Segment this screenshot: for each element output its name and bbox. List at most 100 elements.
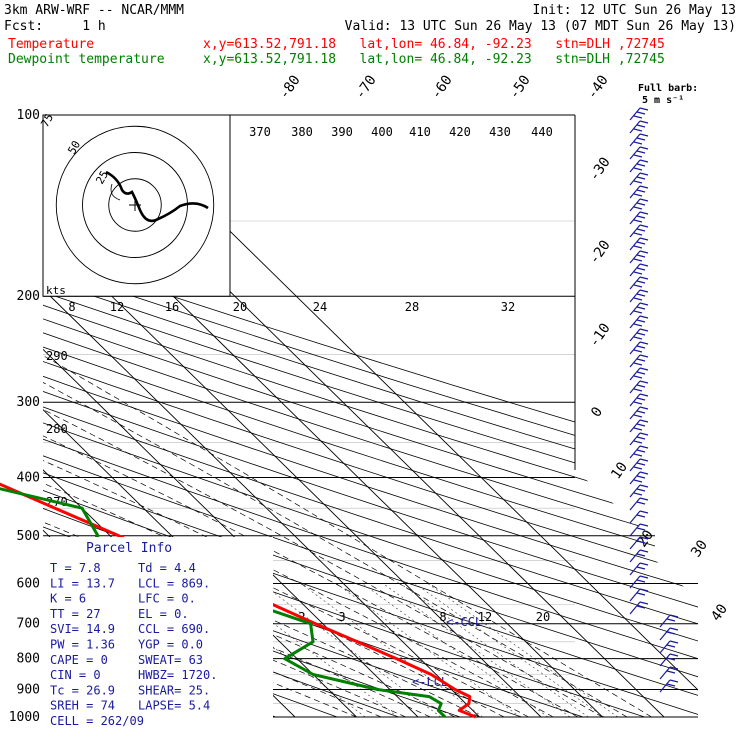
parcel-value: TT = 27 (50, 607, 101, 621)
parcel-value: Tc = 26.9 (50, 683, 115, 697)
wind-barb (629, 445, 649, 459)
theta-label: 400 (371, 125, 393, 139)
mixing-ratio-label: 16 (165, 300, 179, 314)
wind-barb (629, 185, 649, 199)
isotherm (43, 115, 480, 717)
wind-barb (629, 497, 649, 511)
dry-adiabat (43, 115, 698, 717)
wind-barb (629, 107, 649, 121)
parcel-value: SWEAT= 63 (138, 653, 203, 667)
hodograph-label-50: 50 (65, 139, 83, 157)
hodograph-storm-motion (110, 183, 121, 201)
wind-barb (629, 224, 649, 238)
wind-barb (629, 341, 649, 355)
moist-adiabat (43, 295, 480, 717)
theta-label: 440 (531, 125, 553, 139)
mixing-ratio-label: 12 (110, 300, 124, 314)
pressure-label: 100 (17, 108, 40, 123)
wind-barb (629, 315, 649, 329)
pressure-label: 700 (17, 617, 40, 632)
wind-barb (659, 640, 679, 654)
wind-barb (629, 380, 649, 394)
wind-barb (629, 250, 649, 264)
isotherm-label: 40 (708, 601, 731, 624)
parcel-value: PW = 1.36 (50, 638, 115, 652)
dewpoint-location: x,y=613.52,791.18 lat,lon= 46.84, -92.23… (203, 52, 665, 67)
isotherm (43, 115, 542, 717)
isotherm-label: -40 (584, 72, 612, 102)
parcel-value: SHEAR= 25. (138, 683, 210, 697)
wind-barb (629, 458, 649, 472)
wind-barb (659, 614, 679, 628)
moist-adiabat (43, 295, 505, 717)
parcel-value: LI = 13.7 (50, 576, 115, 590)
temperature-location: x,y=613.52,791.18 lat,lon= 46.84, -92.23… (203, 37, 665, 52)
pressure-label: 600 (17, 576, 40, 591)
dry-adiabat (43, 115, 461, 717)
theta-label: 410 (409, 125, 431, 139)
pressure-label: 900 (17, 682, 40, 697)
isotherm-label: 10 (608, 459, 631, 482)
wind-barb (629, 133, 649, 147)
parcel-value: CAPE = 0 (50, 653, 108, 667)
isotherm-label: -50 (506, 72, 534, 102)
pressure-label: 800 (17, 652, 40, 667)
mixing-ratio-label-low: 3 (338, 610, 345, 624)
wind-barb (629, 211, 649, 225)
mixing-ratio-line (300, 583, 483, 717)
theta-label: 430 (489, 125, 511, 139)
wind-barb (629, 276, 649, 290)
theta-label: 380 (291, 125, 313, 139)
theta-label: 370 (249, 125, 271, 139)
wind-barb (629, 328, 649, 342)
forecast-hour: Fcst: 1 h (4, 19, 106, 34)
wind-barb (659, 666, 679, 680)
wind-barb (629, 393, 649, 407)
mixing-ratio-line (336, 583, 521, 717)
wind-barb (629, 406, 649, 420)
valid-time: Valid: 13 UTC Sun 26 May 13 (07 MDT Sun … (344, 19, 736, 34)
mixing-ratio-label: 28 (405, 300, 419, 314)
wind-barb (629, 588, 649, 602)
mixing-ratio-label: 32 (501, 300, 515, 314)
moist-adiabat (43, 295, 406, 717)
dry-adiabat (43, 115, 698, 717)
wind-barb (629, 484, 649, 498)
hodograph-trace (105, 170, 209, 223)
theta-side-label: 290 (46, 349, 68, 363)
parcel-value: EL = 0. (138, 607, 189, 621)
parcel-value: SREH = 74 (50, 699, 115, 713)
wind-barb (659, 653, 679, 667)
wind-barb (629, 562, 649, 576)
wind-barb (629, 419, 649, 433)
pressure-label: 500 (17, 529, 40, 544)
isotherm-label: -60 (428, 72, 456, 102)
dry-adiabat (43, 115, 698, 717)
parcel-info-box (43, 537, 273, 727)
wind-barb (629, 237, 649, 251)
parcel-value: LCL = 869. (138, 576, 210, 590)
parcel-value: HWBZ= 1720. (138, 668, 217, 682)
theta-side-label: 280 (46, 422, 68, 436)
parcel-value: SVI= 14.9 (50, 622, 115, 636)
wind-barb (629, 549, 649, 563)
mixing-ratio-label: 24 (313, 300, 327, 314)
dry-adiabat (43, 115, 698, 717)
mixing-ratio-label: 20 (233, 300, 247, 314)
wind-barb (629, 120, 649, 134)
wind-barb (629, 367, 649, 381)
mixing-ratio-line (261, 583, 442, 717)
theta-label: 420 (449, 125, 471, 139)
ccl-marker: <-CCL (446, 615, 482, 629)
model-title: 3km ARW-WRF -- NCAR/MMM (4, 3, 185, 18)
mixing-ratio-label: 8 (68, 300, 75, 314)
wind-barb (629, 289, 649, 303)
parcel-value: K = 6 (50, 592, 86, 606)
wind-barb (629, 354, 649, 368)
pressure-label: 400 (17, 470, 40, 485)
parcel-value: CCL = 690. (138, 622, 210, 636)
wind-barb (629, 172, 649, 186)
wind-barb (629, 432, 649, 446)
parcel-value: LAPSE= 5.4 (138, 699, 210, 713)
